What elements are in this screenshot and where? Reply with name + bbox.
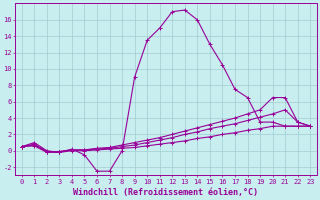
X-axis label: Windchill (Refroidissement éolien,°C): Windchill (Refroidissement éolien,°C) bbox=[74, 188, 259, 197]
